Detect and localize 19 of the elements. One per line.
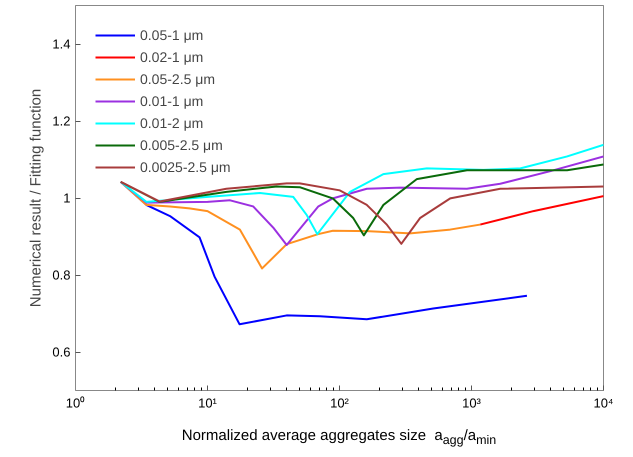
legend-label: 0.05-2.5 μm	[140, 71, 215, 87]
x-tick-label: 10⁰	[66, 396, 86, 410]
y-axis-title: Numerical result / Fitting function	[27, 88, 44, 308]
y-tick-label: 1.2	[52, 114, 71, 128]
legend-label: 0.0025-2.5 μm	[140, 159, 231, 175]
x-tick-label: 10⁴	[593, 396, 614, 410]
y-tick-label: 0.8	[52, 268, 71, 282]
legend-label: 0.01-1 μm	[140, 93, 204, 109]
x-tick-label: 10³	[462, 396, 482, 410]
legend-label: 0.02-1 μm	[140, 49, 204, 65]
x-axis-title: Normalized average aggregates size a$_{agg}$/a$_{min}$	[180, 426, 498, 449]
y-tick-label: 1	[63, 190, 71, 206]
legend-label: 0.05-1 μm	[140, 27, 204, 43]
legend-label: 0.01-2 μm	[140, 115, 204, 131]
y-tick-label: 1.4	[52, 36, 71, 52]
x-tick-label: 10²	[330, 396, 350, 410]
legend-label: 0.005-2.5 μm	[140, 137, 223, 153]
y-tick-label: 0.6	[52, 344, 71, 360]
x-tick-label: 10¹	[198, 396, 218, 410]
